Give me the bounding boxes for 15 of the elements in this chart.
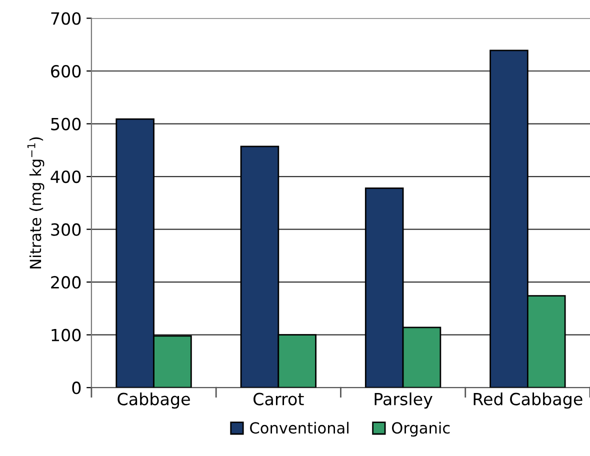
y-tick-label: 0 — [72, 382, 81, 394]
y-tick-label: 500 — [51, 118, 81, 130]
y-tick-label: 600 — [51, 64, 81, 78]
y-axis-title: Nitrate (mg kg$^{−1}$) — [27, 137, 44, 268]
y-tick-label: 700 — [51, 12, 81, 25]
legend-label: Conventional — [250, 422, 348, 434]
x-tick-label: Cabbage — [118, 392, 190, 409]
legend-label: Organic — [392, 422, 450, 437]
x-tick-label: Carrot — [254, 392, 304, 406]
y-tick-label: 400 — [50, 170, 81, 184]
x-tick-label: Red Cabbage — [474, 392, 582, 409]
y-tick-label: 200 — [51, 276, 81, 289]
x-tick-label: Parsley — [374, 392, 432, 409]
y-tick-label: 300 — [51, 223, 81, 236]
y-tick-label: 100 — [52, 328, 81, 342]
